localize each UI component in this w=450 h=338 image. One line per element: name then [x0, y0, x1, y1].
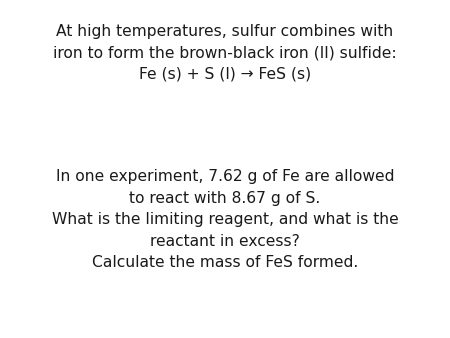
- Text: In one experiment, 7.62 g of Fe are allowed
to react with 8.67 g of S.
What is t: In one experiment, 7.62 g of Fe are allo…: [52, 169, 398, 270]
- Text: At high temperatures, sulfur combines with
iron to form the brown-black iron (II: At high temperatures, sulfur combines wi…: [53, 24, 397, 82]
